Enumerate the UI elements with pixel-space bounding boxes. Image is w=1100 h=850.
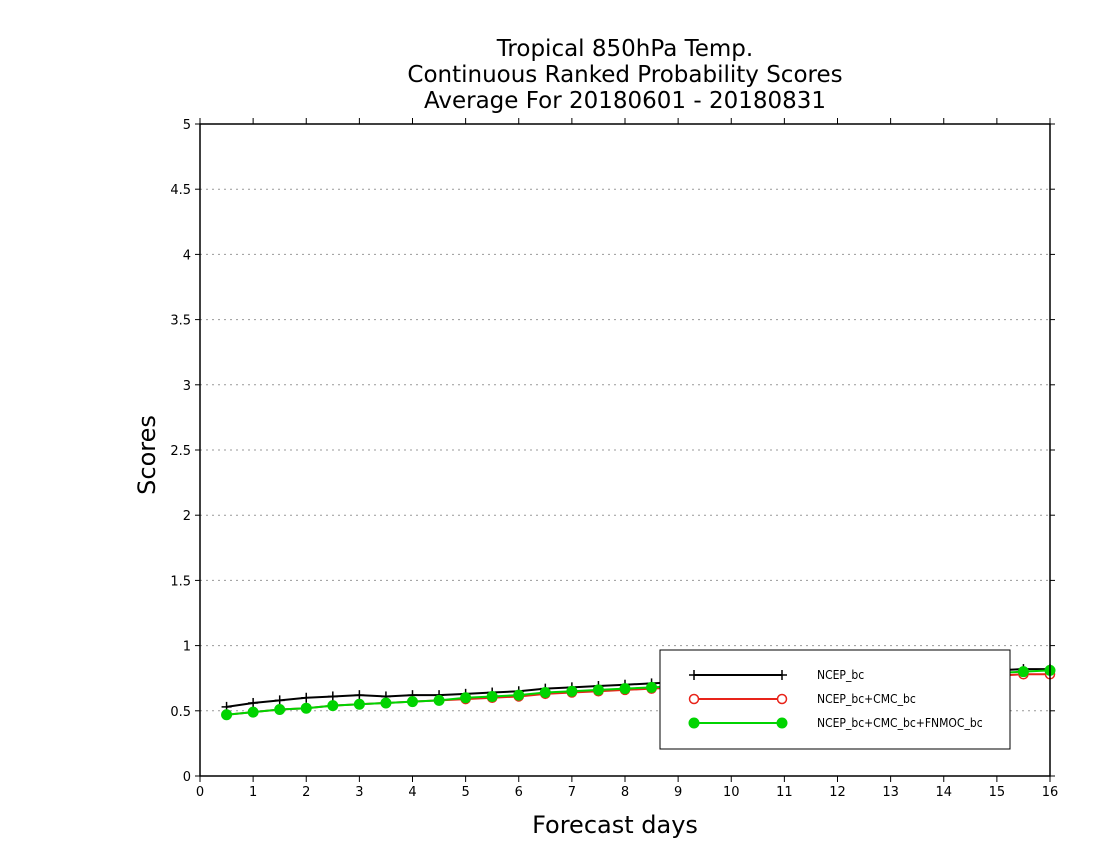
y-tick-label: 2 bbox=[183, 509, 191, 524]
y-tick-label: 4 bbox=[183, 248, 191, 263]
x-tick-label: 2 bbox=[302, 785, 310, 800]
data-point bbox=[327, 700, 339, 712]
grid-lines bbox=[200, 188, 1050, 712]
chart-title-line-1: Tropical 850hPa Temp. bbox=[496, 36, 754, 62]
x-tick-label: 14 bbox=[935, 785, 952, 800]
x-tick-label: 13 bbox=[882, 785, 899, 800]
x-tick-label: 16 bbox=[1042, 785, 1059, 800]
legend-marker bbox=[776, 717, 788, 729]
y-tick-label: 1 bbox=[183, 640, 191, 655]
data-point bbox=[433, 694, 445, 706]
data-point bbox=[247, 706, 259, 718]
x-axis: 0 1 2 3 4 5 6 7 8 9 10 11 12 13 14 15 16 bbox=[196, 118, 1058, 800]
data-point bbox=[380, 697, 392, 709]
y-axis-label: Scores bbox=[133, 415, 161, 495]
x-tick-label: 11 bbox=[776, 785, 793, 800]
chart-title-line-3: Average For 20180601 - 20180831 bbox=[423, 88, 827, 114]
data-point bbox=[353, 698, 365, 710]
chart-title-line-2: Continuous Ranked Probability Scores bbox=[407, 62, 843, 88]
x-tick-label: 12 bbox=[829, 785, 846, 800]
legend-label: NCEP_bc+CMC_bc+FNMOC_bc bbox=[817, 716, 983, 730]
data-point bbox=[539, 687, 551, 699]
y-tick-label: 0 bbox=[183, 770, 191, 785]
x-tick-label: 5 bbox=[461, 785, 469, 800]
data-point bbox=[407, 696, 418, 708]
data-point bbox=[460, 692, 472, 704]
legend-entry: NCEP_bc bbox=[689, 668, 864, 682]
y-tick-label: 5 bbox=[183, 118, 191, 133]
y-tick-label: 2.5 bbox=[170, 444, 191, 459]
data-point bbox=[566, 685, 578, 697]
x-tick-label: 8 bbox=[621, 785, 629, 800]
y-tick-label: 3 bbox=[183, 379, 191, 394]
x-tick-label: 4 bbox=[408, 785, 416, 800]
y-tick-label: 3.5 bbox=[170, 314, 191, 329]
x-tick-label: 10 bbox=[723, 785, 740, 800]
legend-marker bbox=[688, 717, 700, 729]
data-point bbox=[274, 703, 286, 715]
y-tick-label: 1.5 bbox=[170, 574, 191, 589]
chart-title: Tropical 850hPa Temp. Continuous Ranked … bbox=[200, 36, 1050, 114]
x-tick-label: 6 bbox=[515, 785, 523, 800]
data-point bbox=[221, 709, 233, 721]
y-tick-label: 0.5 bbox=[170, 705, 191, 720]
y-axis: 0 0.5 1 1.5 2 2.5 3 3.5 4 4.5 5 bbox=[170, 118, 1055, 785]
data-point bbox=[300, 702, 312, 714]
x-tick-label: 3 bbox=[355, 785, 363, 800]
legend-label: NCEP_bc bbox=[817, 668, 864, 682]
data-point bbox=[1017, 666, 1029, 678]
legend-label: NCEP_bc+CMC_bc bbox=[817, 692, 916, 706]
data-point bbox=[592, 684, 604, 696]
legend-marker bbox=[776, 693, 788, 705]
legend: NCEP_bc NCEP_bc+CMC_bc NCEP_bc+CMC_bc+FNMO… bbox=[659, 649, 1011, 750]
x-tick-label: 0 bbox=[196, 785, 204, 800]
x-tick-label: 15 bbox=[989, 785, 1006, 800]
legend-entry: NCEP_bc+CMC_bc+FNMOC_bc bbox=[688, 716, 983, 730]
y-tick-label: 4.5 bbox=[170, 183, 191, 198]
legend-entry: NCEP_bc+CMC_bc bbox=[688, 692, 916, 706]
data-point bbox=[513, 689, 525, 701]
x-axis-label: Forecast days bbox=[532, 811, 698, 839]
data-point bbox=[486, 690, 498, 702]
x-tick-label: 1 bbox=[249, 785, 257, 800]
data-point bbox=[646, 681, 658, 693]
x-tick-label: 9 bbox=[674, 785, 682, 800]
x-tick-label: 7 bbox=[568, 785, 576, 800]
legend-marker bbox=[688, 693, 700, 705]
data-point bbox=[619, 683, 631, 695]
